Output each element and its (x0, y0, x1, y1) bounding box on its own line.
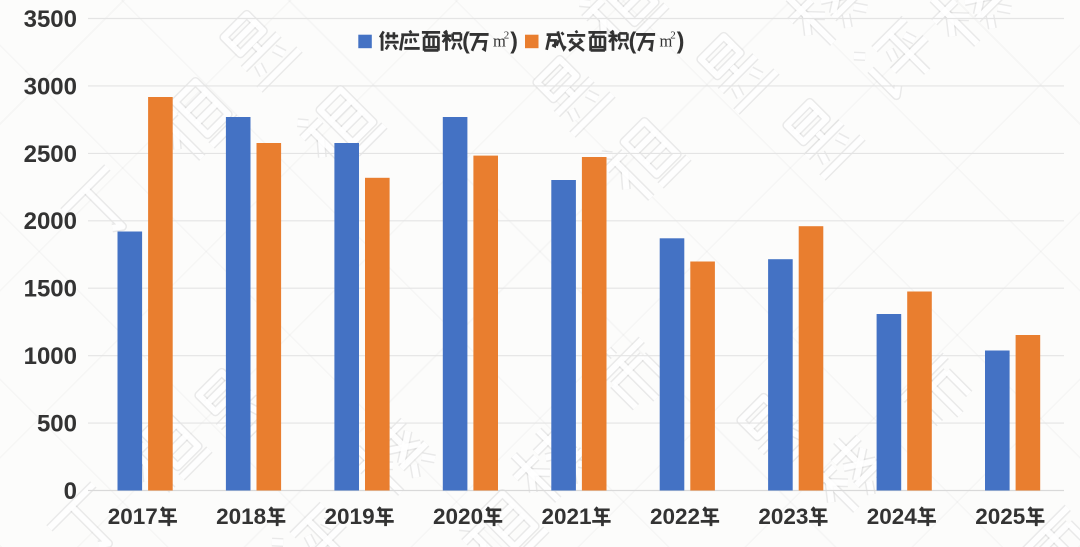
svg-text:2: 2 (670, 30, 676, 42)
svg-text:m: m (493, 32, 506, 51)
svg-text:(: ( (462, 28, 470, 54)
svg-text:2025: 2025 (975, 504, 1025, 529)
svg-text:2021: 2021 (541, 504, 591, 529)
svg-text:2: 2 (504, 30, 510, 42)
svg-text:2500: 2500 (24, 141, 77, 168)
svg-text:): ) (677, 28, 685, 54)
svg-text:2022: 2022 (650, 504, 700, 529)
svg-text:3500: 3500 (24, 6, 77, 33)
svg-text:2018: 2018 (216, 504, 266, 529)
svg-text:1500: 1500 (24, 276, 77, 303)
svg-text:3000: 3000 (24, 73, 77, 100)
svg-text:2017: 2017 (108, 504, 158, 529)
svg-text:2019: 2019 (325, 504, 375, 529)
svg-text:0: 0 (64, 478, 77, 505)
svg-text:2024: 2024 (867, 504, 918, 529)
svg-text:2000: 2000 (24, 208, 77, 235)
svg-text:1000: 1000 (24, 343, 77, 370)
svg-text:m: m (660, 32, 673, 51)
svg-text:): ) (510, 28, 518, 54)
svg-text:(: ( (629, 28, 637, 54)
svg-text:2020: 2020 (433, 504, 483, 529)
svg-text:2023: 2023 (758, 504, 808, 529)
svg-text:500: 500 (37, 411, 77, 438)
